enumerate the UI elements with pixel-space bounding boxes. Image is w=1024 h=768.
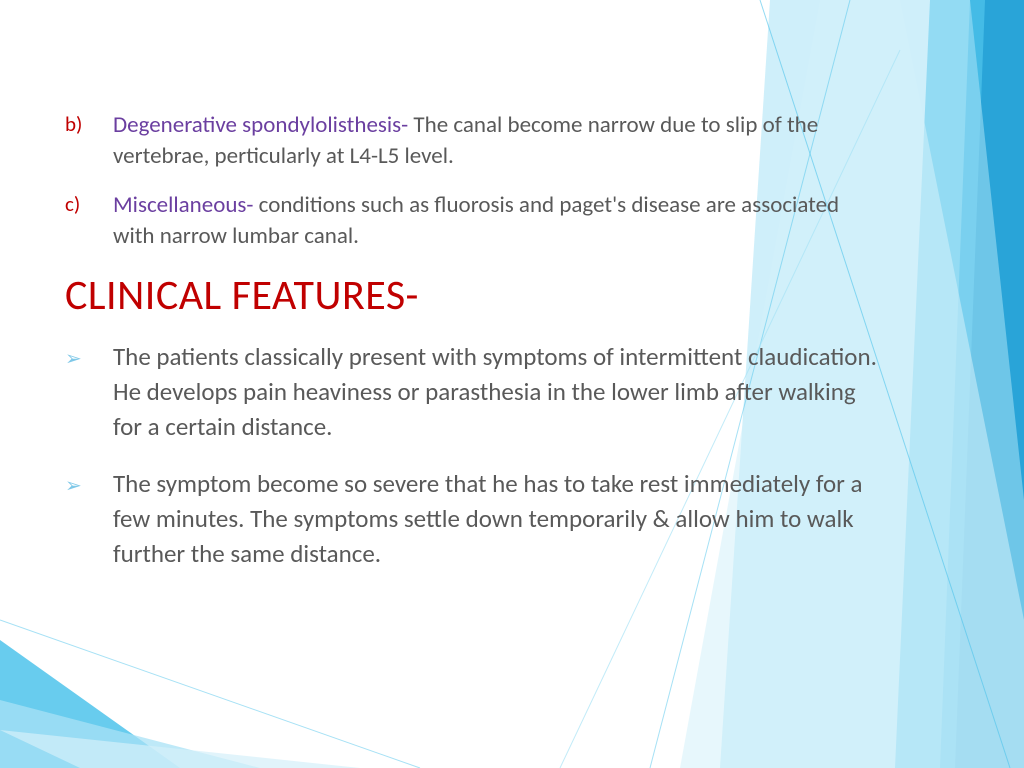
arrow-icon: ➢ (65, 339, 113, 444)
list-marker-c: c) (65, 190, 113, 252)
list-item-c: c) Miscellaneous- conditions such as flu… (65, 190, 885, 252)
term-c: Miscellaneous- (113, 191, 253, 219)
bullet-item-1: ➢ The patients classically present with … (65, 339, 885, 444)
bullet-text-2: The symptom become so severe that he has… (113, 466, 885, 571)
slide: b) Degenerative spondylolisthesis- The c… (0, 0, 1024, 768)
list-body-c: Miscellaneous- conditions such as fluoro… (113, 190, 885, 252)
content-area: b) Degenerative spondylolisthesis- The c… (65, 110, 885, 593)
list-item-b: b) Degenerative spondylolisthesis- The c… (65, 110, 885, 172)
list-marker-b: b) (65, 110, 113, 172)
arrow-icon: ➢ (65, 466, 113, 571)
section-heading: CLINICAL FEATURES- (65, 270, 885, 321)
term-b: Degenerative spondylolisthesis- (113, 111, 408, 139)
list-body-b: Degenerative spondylolisthesis- The cana… (113, 110, 885, 172)
bullet-item-2: ➢ The symptom become so severe that he h… (65, 466, 885, 571)
bullet-text-1: The patients classically present with sy… (113, 339, 885, 444)
